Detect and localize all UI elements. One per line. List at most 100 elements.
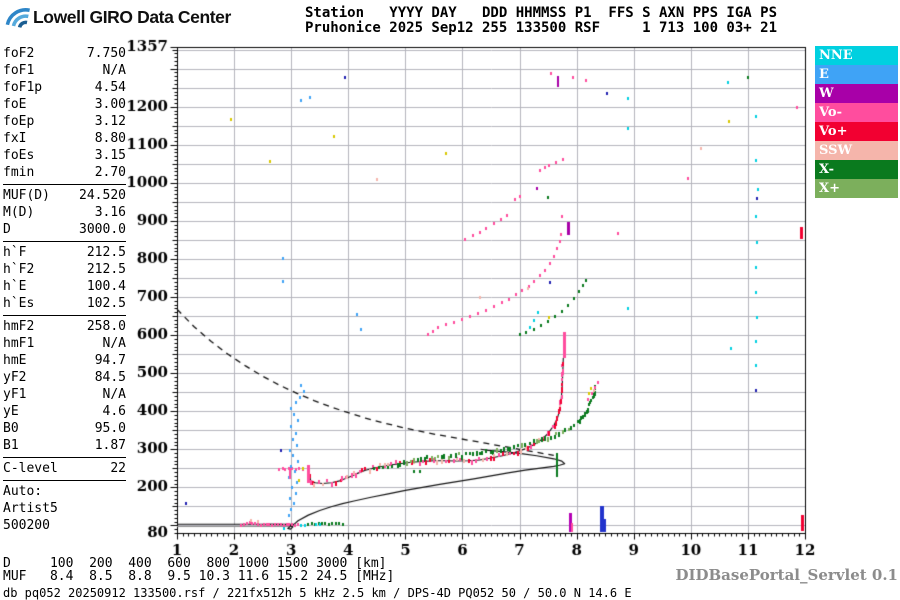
header-line1: Station YYYY DAY DDD HHMMSS P1 FFS S AXN… [305, 5, 778, 21]
param-value: 2.70 [94, 165, 126, 180]
param-label: hmF2 [3, 319, 35, 334]
legend-item-nne: NNE [815, 46, 898, 65]
param-row: 500200 [3, 517, 126, 534]
param-label: fxI [3, 131, 27, 146]
param-row: h`F 212.5 [3, 244, 126, 261]
param-label: foF2 [3, 46, 35, 61]
legend-item-w: W [815, 84, 898, 103]
param-label: hmF1 [3, 336, 35, 351]
legend-item-ssw: SSW [815, 141, 898, 160]
param-value: 3.15 [94, 148, 126, 163]
panel-separator [3, 241, 126, 242]
param-value: 4.54 [94, 80, 126, 95]
param-value: 4.6 [102, 404, 126, 419]
param-row: Auto: [3, 483, 126, 500]
param-row: hmF1 N/A [3, 335, 126, 352]
param-row: B1 1.87 [3, 437, 126, 454]
param-label: B0 [3, 421, 19, 436]
param-label: yF2 [3, 370, 27, 385]
param-value: N/A [102, 63, 126, 78]
param-value: 212.5 [86, 245, 126, 260]
param-row: foF1p 4.54 [3, 79, 126, 96]
param-label: MUF(D) [3, 188, 50, 203]
param-row: D 3000.0 [3, 221, 126, 238]
param-label: M(D) [3, 205, 35, 220]
param-row: h`F2 212.5 [3, 261, 126, 278]
param-value: N/A [102, 336, 126, 351]
param-value: 22 [110, 461, 126, 476]
param-row: fmin 2.70 [3, 164, 126, 181]
param-row: M(D) 3.16 [3, 204, 126, 221]
param-value: 94.7 [94, 353, 126, 368]
muf-scale-row: MUF 8.4 8.5 8.8 9.5 10.3 11.6 15.2 24.5 … [3, 569, 395, 584]
app-logo: Lowell GIRO Data Center [5, 5, 231, 30]
param-row: hmE 94.7 [3, 352, 126, 369]
param-value: 258.0 [86, 319, 126, 334]
param-row: yF1 N/A [3, 386, 126, 403]
param-label: C-level [3, 461, 58, 476]
legend-item-x: X- [815, 160, 898, 179]
logo-wave-icon [5, 8, 30, 28]
param-value: 3.16 [94, 205, 126, 220]
param-label: fmin [3, 165, 35, 180]
param-row: fxI 8.80 [3, 130, 126, 147]
param-row: yE 4.6 [3, 403, 126, 420]
param-label: Artist5 [3, 501, 58, 516]
param-value: 1.87 [94, 438, 126, 453]
param-value: 8.80 [94, 131, 126, 146]
param-label: foE [3, 97, 27, 112]
param-value: 102.5 [86, 296, 126, 311]
param-row: Artist5 [3, 500, 126, 517]
header-line2: Pruhonice 2025 Sep12 255 133500 RSF 1 71… [305, 20, 778, 36]
param-row: foEs 3.15 [3, 147, 126, 164]
param-value: 212.5 [86, 262, 126, 277]
legend-item-e: E [815, 65, 898, 84]
param-row: B0 95.0 [3, 420, 126, 437]
param-value: 7.750 [86, 46, 126, 61]
param-row: foF2 7.750 [3, 45, 126, 62]
header-columns: Station YYYY DAY DDD HHMMSS P1 FFS S AXN… [305, 6, 777, 36]
param-label: 500200 [3, 518, 50, 533]
param-value: 3.00 [94, 97, 126, 112]
param-panel: foF2 7.750 foF1 N/A foF1p 4.54 foE 3.00 foEp 3.12… [3, 45, 126, 534]
panel-separator [3, 315, 126, 316]
param-value: 3.12 [94, 114, 126, 129]
servlet-label: DIDBasePortal_Servlet 0.1 [675, 566, 898, 584]
echo-legend: NNE E W Vo- Vo+ SSW X- X+ [815, 46, 898, 198]
param-value: 3000.0 [79, 222, 126, 237]
param-label: h`F [3, 245, 27, 260]
param-row: yF2 84.5 [3, 369, 126, 386]
param-label: yF1 [3, 387, 27, 402]
param-label: h`F2 [3, 262, 35, 277]
logo-text: Lowell GIRO Data Center [33, 7, 231, 27]
param-label: foF1 [3, 63, 35, 78]
panel-separator [3, 457, 126, 458]
param-row: hmF2 258.0 [3, 318, 126, 335]
param-row: h`Es 102.5 [3, 295, 126, 312]
param-value: 95.0 [94, 421, 126, 436]
param-row: C-level 22 [3, 460, 126, 477]
param-label: B1 [3, 438, 19, 453]
panel-separator [3, 184, 126, 185]
param-label: yE [3, 404, 19, 419]
param-label: hmE [3, 353, 27, 368]
param-label: foEs [3, 148, 35, 163]
param-row: foE 3.00 [3, 96, 126, 113]
param-row: h`E 100.4 [3, 278, 126, 295]
d-scale-row: D 100 200 400 600 800 1000 1500 3000 [km… [3, 556, 387, 571]
param-value: 100.4 [86, 279, 126, 294]
param-row: MUF(D) 24.520 [3, 187, 126, 204]
param-row: foEp 3.12 [3, 113, 126, 130]
legend-item-x: X+ [815, 179, 898, 198]
param-label: h`Es [3, 296, 35, 311]
param-label: D [3, 222, 11, 237]
param-label: foEp [3, 114, 35, 129]
param-value: N/A [102, 387, 126, 402]
param-label: h`E [3, 279, 27, 294]
legend-item-vo: Vo+ [815, 122, 898, 141]
panel-separator [3, 480, 126, 481]
param-value: 24.520 [79, 188, 126, 203]
legend-item-vo: Vo- [815, 103, 898, 122]
